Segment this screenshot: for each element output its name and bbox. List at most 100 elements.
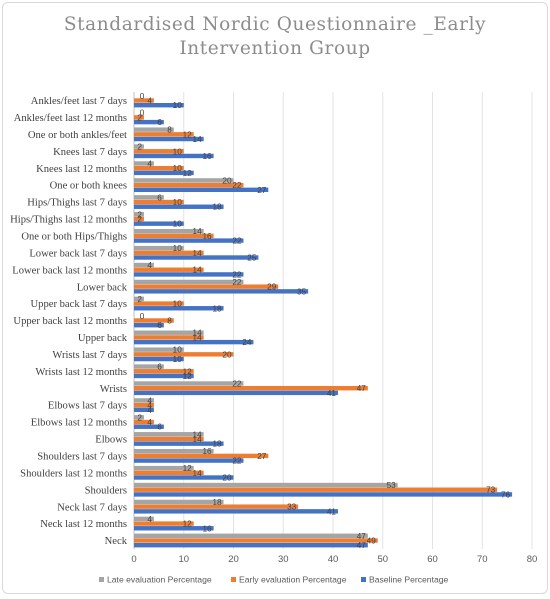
- data-labels: 0410026812142101641012202227610182210141…: [137, 92, 510, 550]
- x-tick-50: 50: [377, 554, 388, 565]
- data-label-early-evaluation-percentage-one-or-both-hips-thighs: 16: [202, 232, 212, 241]
- data-label-early-evaluation-percentage-lower-back: 29: [267, 283, 277, 292]
- bar-baseline-percentage-neck-last-12-months: [134, 526, 214, 531]
- bar-late-evaluation-percentage-lower-back: [134, 279, 244, 285]
- data-label-baseline-percentage-hips-thighs-last-12-months: 10: [173, 220, 183, 229]
- bar-early-evaluation-percentage-hips-thighs-last-12-months: [134, 216, 144, 222]
- data-label-late-evaluation-percentage-one-or-both-hips-thighs: 14: [193, 227, 203, 236]
- bar-baseline-percentage-knees-last-7-days: [134, 153, 214, 159]
- bar-early-evaluation-percentage-one-or-both-knees: [134, 182, 244, 188]
- bar-early-evaluation-percentage-upper-back-last-7-days: [134, 301, 184, 306]
- bar-early-evaluation-percentage-neck-last-12-months: [134, 521, 194, 526]
- bar-late-evaluation-percentage-upper-back: [134, 330, 204, 335]
- category-label-wrists-last-12-months: Wrists last 12 months: [35, 367, 127, 378]
- category-label-lower-back: Lower back: [77, 282, 128, 293]
- data-label-baseline-percentage-wrists-last-7-days: 10: [173, 355, 183, 364]
- bar-baseline-percentage-ankles-feet-last-7-days: [134, 103, 184, 108]
- bar-baseline-percentage-upper-back-last-7-days: [134, 306, 224, 311]
- category-label-lower-back-last-7-days: Lower back last 7 days: [29, 248, 127, 259]
- data-label-late-evaluation-percentage-one-or-both-ankles-feet: 8: [167, 126, 172, 135]
- category-label-upper-back-last-7-days: Upper back last 7 days: [31, 299, 128, 310]
- data-label-late-evaluation-percentage-neck-last-12-months: 4: [147, 515, 152, 524]
- data-label-late-evaluation-percentage-elbows-last-12-months: 2: [137, 413, 142, 422]
- data-label-baseline-percentage-ankles-feet-last-7-days: 10: [173, 101, 183, 110]
- data-label-late-evaluation-percentage-wrists-last-12-months: 6: [157, 363, 162, 372]
- data-label-late-evaluation-percentage-shoulders-last-12-months: 12: [183, 464, 193, 473]
- data-label-early-evaluation-percentage-ankles-feet-last-7-days: 4: [147, 97, 152, 106]
- data-label-early-evaluation-percentage-hips-thighs-last-7-days: 10: [173, 198, 183, 207]
- x-tick-10: 10: [178, 554, 189, 565]
- legend-label-late-evaluation-percentage: Late evaluation Percentage: [107, 575, 212, 585]
- bar-late-evaluation-percentage-neck: [134, 533, 368, 538]
- x-tick-70: 70: [477, 554, 488, 565]
- data-label-late-evaluation-percentage-hips-thighs-last-7-days: 6: [157, 193, 162, 202]
- bar-baseline-percentage-wrists: [134, 390, 338, 396]
- bar-baseline-percentage-knees-last-12-months: [134, 170, 194, 176]
- bar-late-evaluation-percentage-lower-back-last-12-months: [134, 262, 154, 268]
- data-label-early-evaluation-percentage-elbows-last-12-months: 4: [147, 418, 152, 427]
- x-tick-30: 30: [278, 554, 289, 565]
- category-label-knees-last-12-months: Knees last 12 months: [36, 164, 127, 175]
- bar-early-evaluation-percentage-ankles-feet-last-7-days: [134, 98, 154, 103]
- data-label-late-evaluation-percentage-one-or-both-knees: 20: [222, 176, 232, 185]
- x-tick-20: 20: [228, 554, 239, 565]
- data-label-baseline-percentage-lower-back: 35: [297, 287, 307, 296]
- bar-baseline-percentage-one-or-both-hips-thighs: [134, 238, 244, 243]
- bar-late-evaluation-percentage-one-or-both-hips-thighs: [134, 228, 204, 234]
- chart-title-line-1: Standardised Nordic Questionnaire _Early: [64, 14, 486, 35]
- bar-late-evaluation-percentage-neck-last-12-months: [134, 516, 154, 522]
- data-label-baseline-percentage-knees-last-7-days: 16: [202, 152, 212, 161]
- data-label-late-evaluation-percentage-elbows-last-7-days: 4: [147, 396, 152, 405]
- data-label-baseline-percentage-neck: 47: [357, 541, 367, 550]
- bar-late-evaluation-percentage-wrists: [134, 381, 244, 386]
- bar-early-evaluation-percentage-shoulders-last-7-days: [134, 453, 269, 459]
- legend: Late evaluation Percentage Early evaluati…: [99, 575, 449, 585]
- category-label-upper-back: Upper back: [78, 333, 128, 344]
- category-label-elbows-last-7-days: Elbows last 7 days: [48, 401, 127, 412]
- bar-late-evaluation-percentage-elbows-last-12-months: [134, 415, 144, 420]
- bar-baseline-percentage-shoulders: [134, 492, 513, 497]
- legend-label-early-evaluation-percentage: Early evaluation Percentage: [239, 575, 347, 585]
- bar-baseline-percentage-one-or-both-knees: [134, 187, 269, 193]
- data-label-late-evaluation-percentage-hips-thighs-last-12-months: 2: [137, 210, 142, 219]
- bar-early-evaluation-percentage-upper-back: [134, 335, 204, 340]
- category-label-one-or-both-knees: One or both knees: [50, 181, 127, 192]
- bar-early-evaluation-percentage-elbows: [134, 436, 204, 442]
- data-label-early-evaluation-percentage-shoulders-last-7-days: 27: [257, 452, 267, 461]
- data-label-late-evaluation-percentage-lower-back-last-12-months: 4: [147, 261, 152, 270]
- data-label-late-evaluation-percentage-knees-last-12-months: 4: [147, 159, 152, 168]
- category-label-hips-thighs-last-7-days: Hips/Thighs last 7 days: [27, 198, 127, 209]
- bar-late-evaluation-percentage-knees-last-12-months: [134, 161, 154, 166]
- data-label-baseline-percentage-lower-back-last-12-months: 22: [232, 270, 242, 279]
- bar-early-evaluation-percentage-elbows-last-7-days: [134, 402, 154, 408]
- data-label-late-evaluation-percentage-upper-back: 14: [193, 329, 203, 338]
- data-label-early-evaluation-percentage-elbows: 14: [193, 435, 203, 444]
- data-label-late-evaluation-percentage-upper-back-last-12-months: 0: [140, 312, 145, 321]
- bar-baseline-percentage-shoulders-last-12-months: [134, 475, 234, 480]
- category-label-knees-last-7-days: Knees last 7 days: [53, 147, 127, 158]
- bar-baseline-percentage-upper-back: [134, 339, 254, 345]
- bar-baseline-percentage-wrists-last-7-days: [134, 356, 184, 362]
- bar-early-evaluation-percentage-knees-last-12-months: [134, 165, 184, 171]
- category-label-neck-last-7-days: Neck last 7 days: [57, 502, 127, 513]
- bar-baseline-percentage-elbows: [134, 441, 224, 446]
- bar-early-evaluation-percentage-lower-back: [134, 284, 279, 289]
- category-label-wrists: Wrists: [100, 384, 127, 395]
- data-label-early-evaluation-percentage-ankles-feet-last-12-months: 2: [137, 113, 142, 122]
- bar-late-evaluation-percentage-shoulders-last-7-days: [134, 448, 214, 454]
- bar-early-evaluation-percentage-lower-back-last-7-days: [134, 250, 204, 256]
- category-label-upper-back-last-12-months: Upper back last 12 months: [13, 316, 127, 327]
- data-label-early-evaluation-percentage-knees-last-12-months: 10: [173, 164, 183, 173]
- data-label-baseline-percentage-wrists-last-12-months: 12: [183, 372, 193, 381]
- bar-early-evaluation-percentage-wrists-last-7-days: [134, 352, 234, 357]
- x-tick-0: 0: [131, 554, 136, 565]
- data-label-early-evaluation-percentage-neck-last-7-days: 33: [287, 503, 297, 512]
- category-label-wrists-last-7-days: Wrists last 7 days: [52, 350, 127, 361]
- bar-late-evaluation-percentage-wrists-last-12-months: [134, 364, 164, 369]
- category-label-ankles-feet-last-12-months: Ankles/feet last 12 months: [14, 113, 127, 124]
- data-label-early-evaluation-percentage-upper-back-last-12-months: 8: [167, 317, 172, 326]
- bar-baseline-percentage-hips-thighs-last-12-months: [134, 221, 184, 226]
- data-label-baseline-percentage-upper-back-last-12-months: 6: [157, 321, 162, 330]
- data-label-early-evaluation-percentage-neck-last-12-months: 12: [183, 520, 193, 529]
